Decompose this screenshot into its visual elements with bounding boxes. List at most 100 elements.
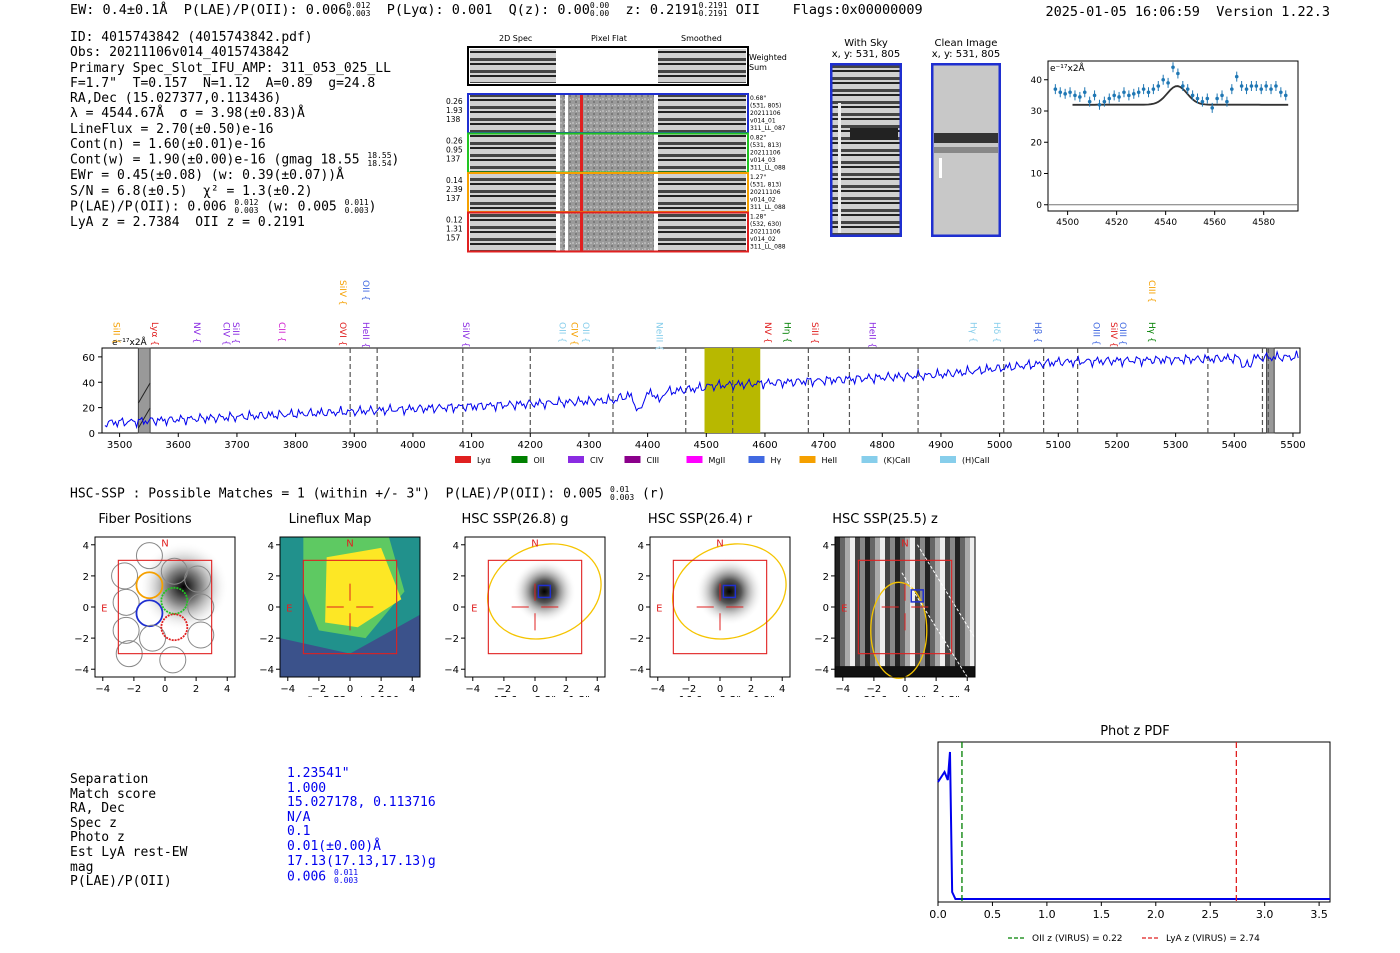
- with-sky-header: With Sky x, y: 531, 805: [830, 38, 902, 60]
- mask-hatch: [137, 382, 151, 404]
- spectrum-xtick-label: 4400: [635, 440, 660, 451]
- spectrum-line-label: CIV {: [568, 322, 578, 346]
- clean-image: [931, 63, 1001, 237]
- spectrum-line-label: CII {: [276, 322, 286, 342]
- spectrum-legend-label: CIV: [590, 456, 604, 465]
- cutout-right-label: (531, 813): [750, 182, 781, 189]
- spectrum-xtick-label: 3900: [342, 440, 367, 451]
- hsc-z-stripe: [865, 537, 870, 677]
- header-qz-range: 0.00 0.00: [589, 1, 610, 18]
- hsc-aperture-box: [302, 559, 398, 655]
- spectrum-line-label: HeII {: [360, 322, 370, 348]
- spectrum-line-label: NV {: [762, 322, 772, 343]
- cutout-2dspec: [470, 134, 556, 172]
- zoom-xtick-label: 4500: [1056, 218, 1079, 228]
- hsc-z-stripe: [930, 537, 935, 677]
- spectrum-unit-label: e⁻¹⁷x2Å: [112, 336, 148, 348]
- zoom-ytick-label: 0: [1036, 201, 1042, 211]
- spectrum-legend-label: HeII: [822, 456, 838, 465]
- hsc-ytick-label: −4: [259, 665, 274, 676]
- spectrum-xtick-label: 4600: [752, 440, 777, 451]
- hsc-aperture-box: [117, 559, 213, 655]
- spectrum-ytick-label: 60: [82, 353, 95, 364]
- detection-info: ID: 4015743842 (4015743842.pdf) Obs: 202…: [70, 30, 399, 230]
- hsc-panel: HSC SSP(26.8) g N E 4 2 0 −2 −4 −4 −2 0 2 4 m:17.6 re…: [425, 512, 615, 697]
- spectrum-line-label: SiIV {: [460, 322, 470, 348]
- hsc-caption: m:16.6 re:3.3" s:1.3": [665, 695, 775, 697]
- header-z: z: 0.2191: [625, 2, 699, 18]
- cutout-left-label: 2.39: [446, 185, 463, 194]
- hsc-xtick-label: −4: [465, 684, 480, 695]
- cutout-pixelflat: [560, 134, 654, 172]
- match-value: 1.000: [287, 780, 327, 796]
- cutout-right-label: 0.82": [750, 135, 766, 142]
- zoom-data-point: [1156, 84, 1161, 88]
- spectrum-line-label: SiII {: [111, 322, 121, 344]
- cutout-right-label: 20211106: [750, 189, 781, 196]
- hsc-caption: m:17.6 re:3.3" s:1.3": [480, 695, 590, 697]
- spectrum-legend-label: MgII: [709, 456, 726, 465]
- spectrum-line-label: OII {: [580, 322, 590, 343]
- hsc-ellipse: [486, 543, 602, 640]
- east-label: E: [286, 604, 292, 615]
- spectrum-xtick-label: 4200: [518, 440, 543, 451]
- photz-pdf-curve: [937, 751, 1330, 900]
- col-label-smoothed: Smoothed: [681, 34, 722, 43]
- weighted-sum-2dspec: [470, 49, 556, 83]
- spectrum-line-label: OIII {: [1090, 322, 1100, 346]
- info-obs: Obs: 20211106v014_4015743842: [70, 45, 290, 61]
- fiber-circle: [187, 621, 215, 649]
- spectrum-legend-label: CIII: [647, 456, 660, 465]
- zoom-data-point: [1259, 87, 1264, 91]
- match-label: Est LyA rest-EW: [70, 844, 188, 860]
- zoom-data-point: [1239, 84, 1244, 88]
- match-label: P(LAE)/P(OII): [70, 874, 172, 890]
- zoom-xtick-label: 4520: [1105, 218, 1128, 228]
- hsc-ytick-label: 0: [823, 603, 829, 614]
- with-sky-title: With Sky: [844, 38, 888, 49]
- header-plya: P(Lyα): 0.001: [386, 2, 493, 18]
- spectrum-legend-swatch: [861, 456, 878, 463]
- spectrum-xtick-label: 3700: [224, 440, 249, 451]
- hsc-z-stripe: [965, 537, 970, 677]
- spectrum-line-label: Hδ {: [991, 322, 1001, 343]
- cutout-left-label: 137: [446, 155, 461, 164]
- hsc-xtick-label: 0: [717, 684, 723, 695]
- match-value: 0.01(±0.00)Å: [287, 838, 381, 854]
- spectrum-legend-label: OII: [534, 456, 545, 465]
- hsc-ellipse: [870, 581, 928, 679]
- clean-image-title: Clean Image: [934, 38, 998, 49]
- zoom-xtick-label: 4560: [1203, 218, 1226, 228]
- east-label: E: [101, 604, 107, 615]
- match-label: Photo z: [70, 830, 125, 846]
- photz-axes: [937, 741, 1331, 903]
- cutout-pixelflat: [560, 174, 654, 211]
- hsc-target-box: [910, 589, 924, 603]
- spectrum-ytick-label: 20: [82, 404, 95, 415]
- header-ew-plae: EW: 0.4±0.1Å P(LAE)/P(OII): 0.006: [70, 2, 347, 18]
- hsc-ytick-label: 4: [83, 541, 89, 552]
- zoom-ytick-label: 40: [1031, 76, 1043, 86]
- hsc-ytick-label: −4: [74, 665, 89, 676]
- spectrum-legend-label: (H)CaII: [962, 456, 989, 465]
- hsc-xtick-label: 4: [779, 684, 785, 695]
- header-summary: EW: 0.4±0.1Å P(LAE)/P(OII): 0.0060.012 0.…: [70, 1, 923, 19]
- zoom-data-point: [1190, 93, 1195, 98]
- zoom-data-point: [1102, 99, 1107, 104]
- hsc-xtick-label: 0: [347, 684, 353, 695]
- cutout-right-label: 1.27": [750, 174, 766, 181]
- info-plae: P(LAE)/P(OII): 0.006 0.012 0.003 (w: 0.00…: [70, 197, 377, 215]
- hsc-xtick-label: 2: [933, 684, 939, 695]
- north-label: N: [161, 538, 168, 549]
- cutout-left-label: 0.12: [446, 216, 463, 225]
- cutout-frame: [467, 211, 749, 253]
- zoom-data-point: [1220, 93, 1224, 98]
- spectrum-xtick-label: 4500: [694, 440, 719, 451]
- cutout-2dspec: [470, 174, 556, 211]
- fiber-circle: [111, 562, 139, 590]
- fiber-circle: [135, 542, 163, 570]
- zoom-data-point: [1234, 74, 1239, 79]
- zoom-gaussian-fit: [1072, 85, 1289, 106]
- spectrum-line-label: Hγ {: [967, 322, 977, 343]
